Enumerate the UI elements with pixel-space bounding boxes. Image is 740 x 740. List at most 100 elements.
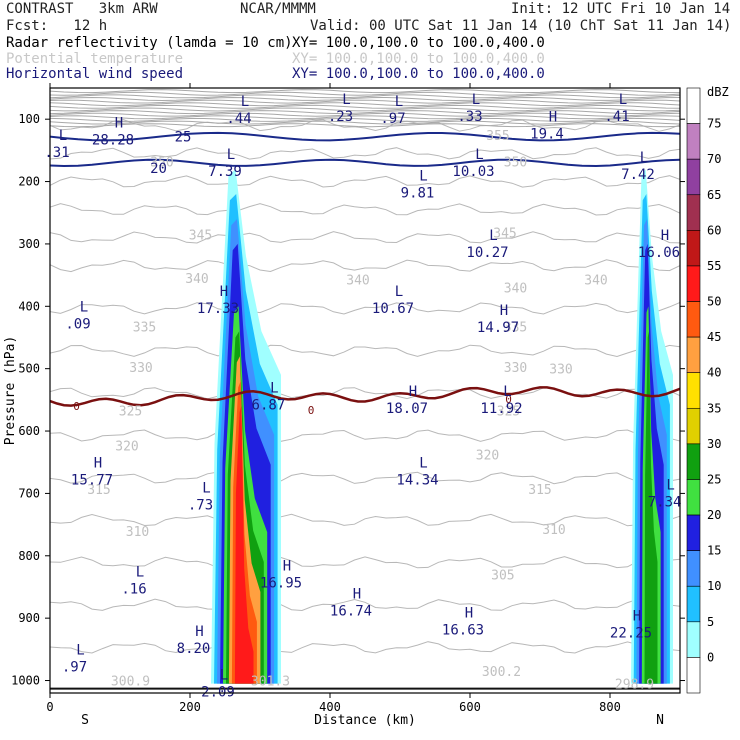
extremum-marker: L <box>80 300 88 316</box>
extremum-marker: L <box>666 477 674 493</box>
extremum-value: 10.27 <box>466 245 508 261</box>
colorbar-swatch <box>686 158 701 196</box>
x-axis-south-label: S <box>81 713 89 728</box>
extremum-value: 10.67 <box>372 301 414 317</box>
zero-wind-contour <box>50 386 680 407</box>
colorbar-level-label: 65 <box>707 188 721 202</box>
extremum-value: .44 <box>226 111 251 127</box>
theta-contour-line <box>50 147 680 160</box>
wind-contour-label: 0 <box>73 400 80 413</box>
extremum-marker: L <box>202 481 210 497</box>
colorbar-level-label: 0 <box>707 650 714 664</box>
extremum-value: 7.34 <box>648 494 682 510</box>
colorbar-swatch <box>686 621 701 658</box>
theta-contour-line <box>50 302 680 315</box>
extremum-marker: L <box>59 128 67 144</box>
colorbar-swatch <box>686 479 701 516</box>
colorbar-swatch <box>686 443 701 480</box>
field3-xy: XY= 100.0,100.0 to 100.0,400.0 <box>292 66 545 82</box>
extremum-value: 15.77 <box>71 473 113 489</box>
extremum-marker: H <box>353 587 361 603</box>
y-tick-label: 200 <box>18 175 40 189</box>
colorbar-swatch <box>686 301 701 338</box>
theta-contour-label: 300.9 <box>111 675 150 690</box>
extremum-marker: L <box>227 147 235 163</box>
y-tick-label: 300 <box>18 237 40 251</box>
extremum-marker: L <box>619 92 627 108</box>
y-axis-label: Pressure (hPa) <box>3 336 18 446</box>
extremum-value: 7.39 <box>208 164 242 180</box>
theta-contour-line <box>50 471 680 485</box>
extremum-value: .33 <box>457 109 482 125</box>
theta-contour-label: 330 <box>504 361 527 376</box>
theta-contour-line <box>50 344 680 358</box>
field3-label: Horizontal wind speed <box>6 66 184 82</box>
theta-contour-line <box>50 231 680 244</box>
theta-contour-line <box>50 91 680 96</box>
theta-contour-line <box>50 387 680 400</box>
extremum-marker: H <box>549 109 557 125</box>
theta-contour-line <box>50 89 680 94</box>
theta-contour-line <box>50 96 680 102</box>
colorbar-swatch <box>686 550 701 587</box>
extremum-value: 16.95 <box>260 575 302 591</box>
extremum-value: 10.03 <box>452 164 494 180</box>
theta-contour-line <box>50 107 680 112</box>
extremum-value: 16.06 <box>638 245 680 261</box>
theta-contour-label: 300.2 <box>482 665 521 680</box>
colorbar-level-label: 35 <box>707 401 721 415</box>
colorbar-level-label: 10 <box>707 579 721 593</box>
theta-contour-line <box>50 104 680 109</box>
colorbar-swatch <box>686 514 701 551</box>
extremum-value: 8.20 <box>177 641 211 657</box>
extremum-marker: H <box>409 384 417 400</box>
extremum-value: .73 <box>188 498 213 514</box>
theta-contour-line <box>50 115 680 120</box>
theta-contour-line <box>50 120 680 125</box>
extremum-value: .97 <box>380 111 405 127</box>
theta-contour-line <box>50 598 680 612</box>
extremum-marker: H <box>661 228 669 244</box>
theta-contour-label: 345 <box>189 229 212 244</box>
wind-contour-label: 0 <box>308 404 315 417</box>
extremum-value: .16 <box>121 582 146 598</box>
colorbar-level-label: 40 <box>707 366 721 380</box>
colorbar-swatch <box>686 87 701 124</box>
valid-time: Valid: 00 UTC Sat 11 Jan 14 (10 ChT Sat … <box>310 18 732 34</box>
y-tick-label: 400 <box>18 299 40 313</box>
theta-contour-label: 315 <box>87 483 110 498</box>
theta-contour-line <box>50 513 680 527</box>
extremum-marker: L <box>136 565 144 581</box>
extremum-marker: L <box>342 92 350 108</box>
theta-contour-label: 301.3 <box>251 675 290 690</box>
extremum-marker: L <box>270 381 278 397</box>
x-tick-label: 600 <box>459 700 481 714</box>
y-tick-label: 500 <box>18 362 40 376</box>
theta-contour-label: 310 <box>542 523 565 538</box>
theta-contour-line <box>50 119 680 132</box>
y-tick-label: 600 <box>18 424 40 438</box>
extremum-marker: L <box>640 150 648 166</box>
extremum-value: 14.97 <box>477 320 519 336</box>
extremum-marker: H <box>220 284 228 300</box>
wind-contour-line <box>50 131 680 142</box>
theta-contour-line <box>50 175 680 188</box>
extremum-value: 16.74 <box>330 604 372 620</box>
colorbar-level-label: 20 <box>707 508 721 522</box>
extremum-marker: L <box>419 169 427 185</box>
theta-contour-line <box>50 123 680 128</box>
field2-xy: XY= 100.0,100.0 to 100.0,400.0 <box>292 51 545 67</box>
x-axis-label: Distance (km) <box>314 713 416 728</box>
extremum-marker: L <box>475 147 483 163</box>
extremum-marker: H <box>94 456 102 472</box>
extremum-marker: L <box>472 92 480 108</box>
extremum-marker: H <box>195 624 203 640</box>
y-tick-label: 100 <box>18 112 40 126</box>
theta-contour-label: 320 <box>115 439 138 454</box>
colorbar-swatch <box>686 372 701 409</box>
theta-contour-label: 340 <box>504 282 527 297</box>
extremum-value: 14.34 <box>396 473 438 489</box>
colorbar-level-label: 55 <box>707 259 721 273</box>
extremum-value: 19.4 <box>530 126 564 142</box>
theta-contour-label: 298.9 <box>615 678 654 693</box>
